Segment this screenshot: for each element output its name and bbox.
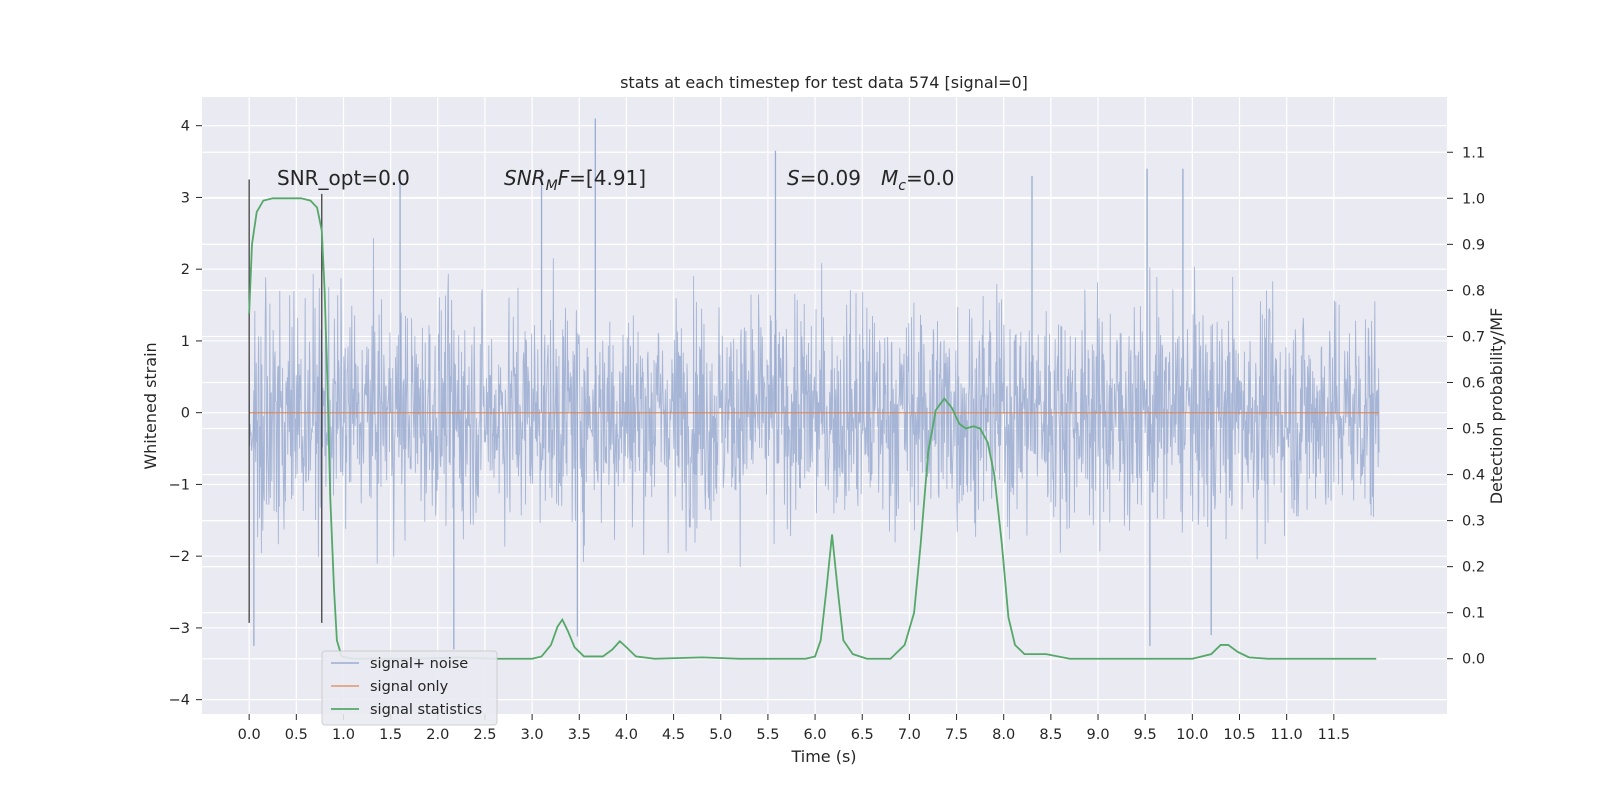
x-tick-label: 11.5 (1318, 727, 1350, 743)
y2-tick-label: 0.7 (1462, 329, 1485, 345)
legend-label-signal-only: signal only (370, 679, 449, 695)
y2-tick-label: 0.5 (1462, 422, 1485, 438)
x-tick-label: 0.5 (285, 727, 308, 743)
x-tick-label: 1.0 (332, 727, 355, 743)
y2-tick-label: 0.9 (1462, 237, 1485, 253)
x-tick-label: 10.0 (1176, 727, 1208, 743)
x-tick-label: 6.5 (851, 727, 874, 743)
snr-mf-symbol: SNR (504, 166, 546, 190)
y-tick-label: −1 (169, 477, 190, 493)
x-tick-label: 9.0 (1086, 727, 1109, 743)
x-tick-label: 5.5 (756, 727, 779, 743)
legend-label-signal-noise: signal+ noise (370, 656, 468, 672)
s-value: =0.09 (800, 166, 861, 190)
x-tick-label: 11.0 (1271, 727, 1303, 743)
y2-tick-label: 0.6 (1462, 375, 1485, 391)
snr-mf-subscript: M (546, 178, 558, 194)
noise-trace (248, 237, 1380, 567)
x-tick-label: 9.5 (1134, 727, 1157, 743)
y-tick-label: 2 (181, 262, 190, 278)
x-tick-label: 2.0 (426, 727, 449, 743)
y2-tick-labels: 1.1 1.0 0.9 0.8 0.7 0.6 0.5 0.4 0.3 0.2 0.1 0.0 (1447, 145, 1485, 668)
s-symbol: S (787, 166, 800, 190)
x-tick-label: 0.0 (238, 727, 261, 743)
y2-tick-label: 0.8 (1462, 283, 1485, 299)
y-tick-label: 1 (181, 334, 190, 350)
x-tick-label: 4.5 (662, 727, 685, 743)
x-tick-label: 3.5 (568, 727, 591, 743)
y2-tick-label: 1.1 (1462, 145, 1485, 161)
annotation-snr-mf: SNRMF=[4.91] (504, 166, 646, 194)
x-tick-label: 5.0 (709, 727, 732, 743)
y-axis-label: Whitened strain (141, 342, 160, 469)
y2-tick-label: 0.1 (1462, 606, 1485, 622)
x-tick-label: 4.0 (615, 727, 638, 743)
mc-symbol: M (881, 166, 898, 190)
y2-tick-label: 0.3 (1462, 514, 1485, 530)
series-signal-noise (248, 118, 1380, 650)
x-tick-label: 6.0 (804, 727, 827, 743)
y2-tick-label: 0.4 (1462, 468, 1485, 484)
legend: signal+ noise signal only signal statist… (321, 650, 498, 726)
y-tick-label: −3 (169, 621, 190, 637)
y-tick-label: 4 (181, 119, 190, 135)
chart-title: stats at each timestep for test data 574… (620, 73, 1028, 92)
x-tick-label: 2.5 (473, 727, 496, 743)
annotation-mc: Mc=0.0 (881, 166, 955, 194)
x-tick-labels: 0.0 0.5 1.0 1.5 2.0 2.5 3.0 3.5 4.0 4.5 5.0 5.5 6.0 6… (238, 714, 1350, 743)
x-tick-label: 1.5 (379, 727, 402, 743)
x-tick-label: 8.0 (992, 727, 1015, 743)
x-tick-label: 7.0 (898, 727, 921, 743)
x-tick-label: 3.0 (521, 727, 544, 743)
y-tick-label: 0 (181, 406, 190, 422)
legend-box (321, 650, 498, 726)
mc-subscript: c (898, 178, 906, 194)
y2-tick-label: 0.0 (1462, 652, 1485, 668)
y-tick-label: 3 (181, 190, 190, 206)
x-tick-label: 8.5 (1039, 727, 1062, 743)
annotation-snr-opt: SNR_opt=0.0 (277, 166, 410, 190)
series-signal-statistics (248, 197, 1377, 660)
x-tick-label: 7.5 (945, 727, 968, 743)
y2-axis-label: Detection probability/MF (1487, 308, 1506, 505)
snr-mf-value: =[4.91] (569, 166, 646, 190)
legend-label-signal-statistics: signal statistics (370, 702, 482, 718)
y2-tick-label: 0.2 (1462, 560, 1485, 576)
y-tick-label: −2 (169, 549, 190, 565)
annotation-s: S=0.09 (787, 166, 861, 190)
y-tick-label: −4 (169, 693, 190, 709)
y2-tick-label: 1.0 (1462, 191, 1485, 207)
mc-value: =0.0 (906, 166, 955, 190)
x-tick-label: 10.5 (1223, 727, 1255, 743)
y-tick-labels: 4 3 2 1 0 −1 −2 −3 −4 (169, 119, 202, 709)
x-axis-label: Time (s) (790, 747, 856, 766)
marker-lines (248, 179, 323, 623)
snr-mf-f: F (558, 166, 570, 190)
